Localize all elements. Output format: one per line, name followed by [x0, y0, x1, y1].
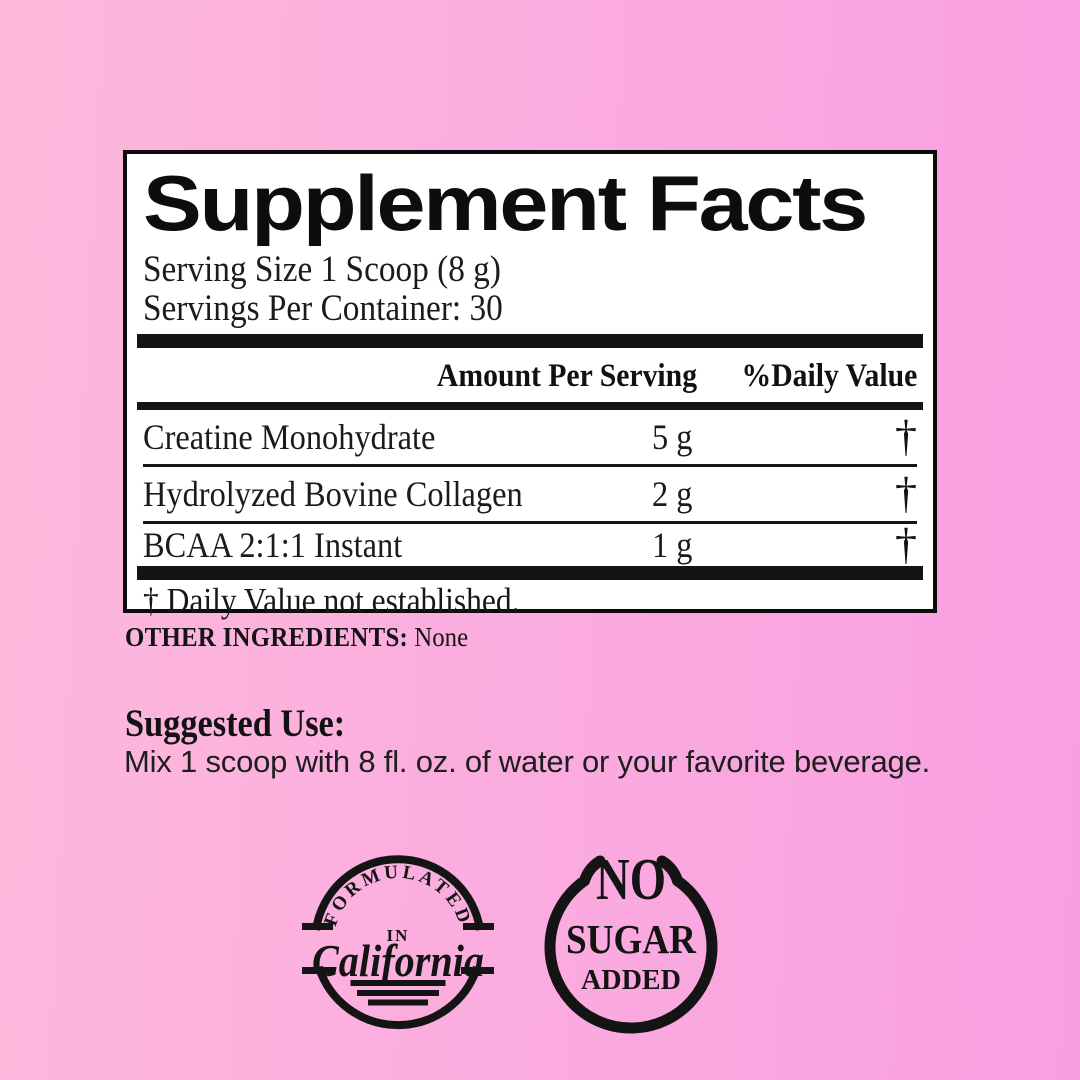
divider-thick-bottom — [137, 566, 923, 580]
column-header-amount: Amount Per Serving — [436, 358, 698, 394]
ingredient-amount: 1 g — [652, 524, 807, 566]
ingredient-name: Hydrolyzed Bovine Collagen — [143, 473, 652, 515]
table-row: Hydrolyzed Bovine Collagen 2 g † — [143, 464, 917, 521]
daily-value-dagger: † — [895, 412, 917, 461]
suggested-use-heading-text: Suggested Use: — [125, 702, 346, 745]
ingredient-name-text: BCAA 2:1:1 Instant — [143, 525, 403, 565]
ingredient-amount-text: 5 g — [652, 417, 693, 457]
footnote: † Daily Value not established. — [143, 580, 917, 621]
ingredient-name-text: Hydrolyzed Bovine Collagen — [143, 474, 523, 514]
servings-per-container-text: Servings Per Container: 30 — [143, 288, 503, 329]
stamp-underline-1 — [350, 980, 446, 986]
svg-text:FORMULATED: FORMULATED — [320, 862, 475, 929]
ingredient-amount: 2 g — [652, 473, 807, 515]
divider-medium — [137, 402, 923, 410]
suggested-use-heading: Suggested Use: — [125, 701, 375, 746]
badge-no-text: NO — [596, 852, 666, 912]
ingredient-name-text: Creatine Monohydrate — [143, 417, 436, 457]
stamp-top-arc-icon — [311, 855, 485, 931]
suggested-use-text: Mix 1 scoop with 8 fl. oz. of water or y… — [124, 744, 931, 779]
panel-title: Supplement Facts — [143, 154, 917, 250]
stamp-underline-3 — [368, 999, 428, 1006]
stamp-in-text: IN — [387, 926, 410, 945]
ingredient-amount-text: 1 g — [652, 525, 693, 565]
other-ingredients-text: OTHER INGREDIENTS: None — [125, 622, 468, 653]
daily-value-dagger: † — [895, 469, 917, 518]
badge-circle-icon — [544, 875, 718, 1034]
ingredient-name: Creatine Monohydrate — [143, 416, 652, 458]
formulated-in-california-badge: FORMULATED IN California — [302, 855, 494, 1030]
other-ingredients-line: OTHER INGREDIENTS: None — [125, 622, 498, 653]
stamp-arc-text: FORMULATED — [320, 862, 472, 929]
panel-title-text: Supplement Facts — [143, 159, 868, 247]
badge-sugar-text: SUGAR — [566, 916, 696, 962]
badge-added-text: ADDED — [581, 965, 681, 996]
badge-right-hook-icon — [656, 855, 683, 887]
ingredient-amount: 5 g — [652, 416, 807, 458]
stamp-bottom-arc-icon — [314, 965, 482, 1030]
stamp-side-bars-icon — [302, 923, 494, 1006]
table-row: Creatine Monohydrate 5 g † — [143, 410, 917, 464]
divider-thick-top — [137, 334, 923, 348]
ingredient-name: BCAA 2:1:1 Instant — [143, 524, 652, 566]
table-row: BCAA 2:1:1 Instant 1 g † — [143, 520, 917, 569]
no-sugar-added-badge: NO SUGAR ADDED — [544, 852, 718, 1034]
daily-value-dagger: † — [895, 520, 917, 569]
supplement-facts-panel: Supplement Facts Serving Size 1 Scoop (8… — [123, 150, 937, 620]
stamp-underline-2 — [357, 990, 439, 996]
other-ingredients-label: OTHER INGREDIENTS: — [125, 622, 409, 652]
badge-left-hook-icon — [579, 855, 606, 887]
footnote-text: † Daily Value not established. — [143, 581, 520, 620]
table-header-row: Amount Per Serving %Daily Value — [143, 348, 917, 402]
column-header-daily-value: %Daily Value — [741, 358, 917, 394]
stamp-script-text: California — [312, 936, 484, 986]
other-ingredients-value: None — [414, 622, 469, 652]
servings-per-container-line: Servings Per Container: 30 — [143, 289, 917, 328]
serving-size-line: Serving Size 1 Scoop (8 g) — [143, 250, 917, 289]
serving-size-text: Serving Size 1 Scoop (8 g) — [143, 249, 501, 290]
ingredient-amount-text: 2 g — [652, 474, 693, 514]
